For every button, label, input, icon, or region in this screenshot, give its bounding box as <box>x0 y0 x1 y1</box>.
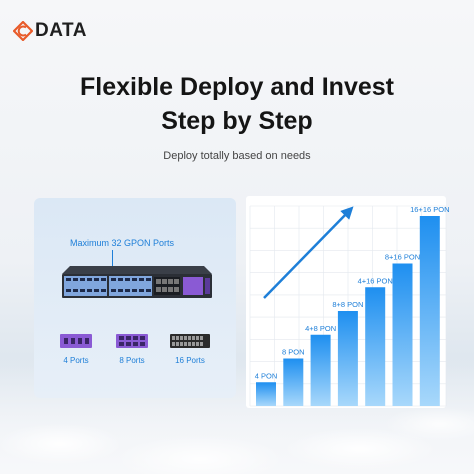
callout-line <box>112 250 113 268</box>
chart-bar <box>283 358 304 406</box>
page-subtitle: Deploy totally based on needs <box>163 150 311 162</box>
module-4-ports: 4 Ports <box>60 334 92 365</box>
module-16-ports: 16 Ports <box>170 334 210 365</box>
chart-bars <box>256 216 440 406</box>
bar-label: 8+16 PON <box>385 253 420 262</box>
module-card-icon <box>170 334 210 348</box>
chart-bar <box>419 216 440 406</box>
module-list: 4 Ports 8 Ports 16 Ports <box>50 334 230 374</box>
title-line-1: Flexible Deploy and Invest <box>80 73 394 101</box>
bar-label: 4 PON <box>255 371 278 380</box>
module-8-ports: 8 Ports <box>116 334 148 365</box>
module-label: 16 Ports <box>175 356 205 365</box>
growth-arrow-icon <box>263 206 354 299</box>
bar-label: 8+8 PON <box>332 300 363 309</box>
bar-label: 4+16 PON <box>358 276 393 285</box>
module-label: 8 Ports <box>119 356 145 365</box>
logo-text: DATA <box>35 20 87 41</box>
chart-bar <box>310 334 331 406</box>
chart-bar <box>337 311 358 406</box>
logo-c-mark-icon <box>13 21 33 41</box>
bar-label: 4+8 PON <box>305 324 336 333</box>
bar-label: 16+16 PON <box>410 205 449 214</box>
chart-bar <box>392 263 413 406</box>
brand-logo: DATA <box>13 20 87 42</box>
max-ports-label: Maximum 32 GPON Ports <box>70 238 175 248</box>
growth-bar-chart: 4 PON 8 PON 4+8 PON 8+8 PON 4+16 PON 8+16 PON… <box>249 205 450 407</box>
page-title: Flexible Deploy and Invest Step by Step <box>0 70 474 138</box>
chart-bar-labels: 4 PON 8 PON 4+8 PON 8+8 PON 4+16 PON 8+16 PON… <box>255 205 450 380</box>
module-card-icon <box>60 334 92 348</box>
chart-bar <box>256 382 276 406</box>
module-label: 4 Ports <box>63 356 89 365</box>
title-line-2: Step by Step <box>161 107 313 135</box>
chart-bar <box>365 287 386 406</box>
bar-label: 8 PON <box>282 348 305 357</box>
olt-switch-image <box>62 266 212 298</box>
module-card-icon <box>116 334 148 348</box>
